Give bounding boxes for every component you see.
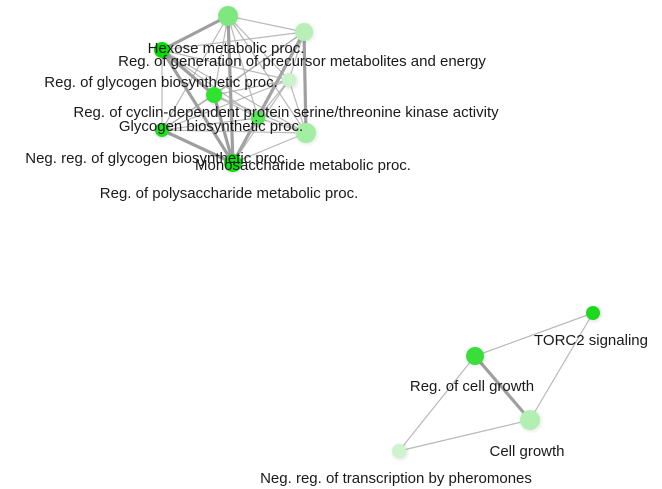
node-label-monosacch: Monosaccharide metabolic proc.	[195, 157, 411, 174]
node-n_topright[interactable]	[295, 23, 313, 41]
node-label-pheromone: Neg. reg. of transcription by pheromones	[260, 470, 532, 487]
node-label-glycogen-reg: Reg. of glycogen biosynthetic proc.	[44, 74, 277, 91]
node-n_cellgrowth[interactable]	[520, 410, 540, 430]
edge-n_monosacch-n_glycogen_bio	[232, 132, 307, 164]
node-label-hexose: Hexose metabolic proc.	[148, 40, 305, 57]
node-label-precursor: Reg. of generation of precursor metaboli…	[118, 53, 486, 70]
edge-n_cellgrowth_reg-n_cellgrowth	[473, 354, 532, 422]
edge-n_topright-n_glycogen_bio	[302, 31, 308, 134]
edge-n_monosacch-n_neg_glycogen	[161, 128, 234, 165]
node-n_cyclin[interactable]	[251, 111, 265, 125]
node-n_torc2[interactable]	[586, 306, 600, 320]
node-n_pheromone[interactable]	[392, 444, 406, 458]
node-label-polysacch: Reg. of polysaccharide metabolic proc.	[100, 185, 358, 202]
edge-n_topright-n_cyclin	[257, 31, 305, 119]
edge-n_top-n_cyclin	[227, 15, 259, 119]
edge-layer	[160, 14, 594, 452]
edge-n_hexose-n_precursor	[161, 49, 290, 81]
node-label-neg-glycogen: Neg. reg. of glycogen biosynthetic proc.	[25, 150, 288, 167]
node-n_monosacch[interactable]	[224, 154, 242, 172]
edge-n_glycogen_bio-n_neg_glycogen	[161, 129, 307, 134]
edge-n_cellgrowth_reg-n_pheromone	[398, 355, 476, 452]
node-n_neg_glycogen[interactable]	[155, 123, 169, 137]
node-label-glycogen-bio: Glycogen biosynthetic proc.	[119, 118, 303, 135]
edge-n_top-n_precursor	[227, 15, 290, 81]
edge-n_topright-n_hexose	[161, 31, 305, 51]
node-n_precursor[interactable]	[282, 73, 296, 87]
node-n_top[interactable]	[218, 6, 238, 26]
node-n_glycogen_bio[interactable]	[296, 123, 316, 143]
node-label-torc2: TORC2 signaling	[534, 332, 648, 349]
node-n_glycogen_reg[interactable]	[206, 87, 222, 103]
edge-n_cellgrowth-n_pheromone	[398, 419, 531, 452]
node-label-cellgrowth-reg: Reg. of cell growth	[410, 378, 534, 395]
node-n_cellgrowth_reg[interactable]	[466, 347, 484, 365]
node-n_hexose[interactable]	[154, 42, 170, 58]
edge-n_torc2-n_cellgrowth_reg	[474, 312, 594, 357]
label-layer: Hexose metabolic proc. Reg. of generatio…	[25, 40, 648, 487]
node-layer	[152, 4, 604, 462]
edge-n_neg_glycogen-n_precursor	[161, 79, 290, 131]
edge-n_glycogen_reg-n_precursor	[213, 79, 290, 96]
edge-n_cyclin-n_neg_glycogen	[161, 117, 259, 131]
node-label-cellgrowth: Cell growth	[489, 443, 564, 460]
node-label-cyclin: Reg. of cyclin-dependent protein serine/…	[73, 104, 499, 121]
edge-n_torc2-n_cellgrowth	[529, 312, 594, 421]
